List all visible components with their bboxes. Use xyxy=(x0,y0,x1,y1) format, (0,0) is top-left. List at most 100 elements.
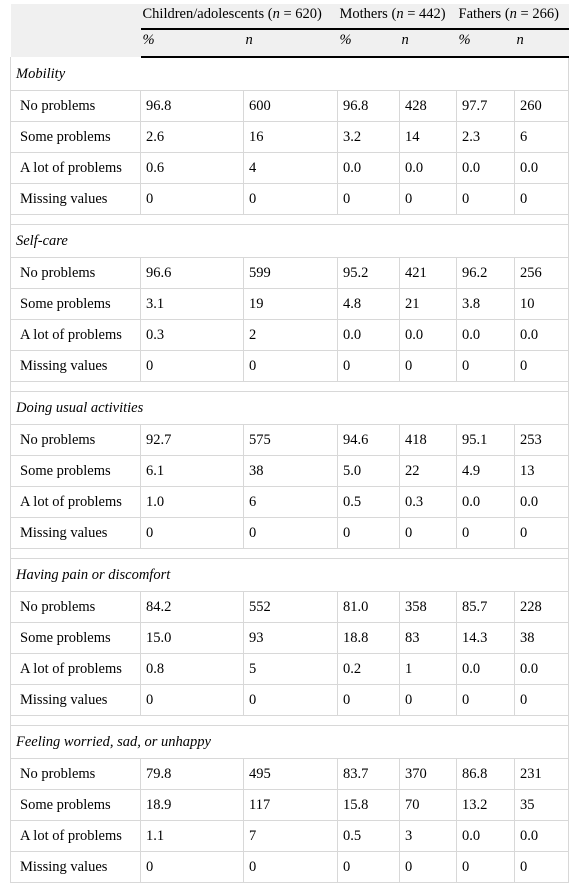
percent-cell: 2.3 xyxy=(456,121,515,153)
group-n-symbol: n xyxy=(396,6,404,22)
table-row: A lot of problems 1.1 7 0.5 3 0.0 0.0 xyxy=(10,820,570,852)
count-cell: 13 xyxy=(514,455,570,487)
spacer-cell xyxy=(9,715,570,726)
count-cell: 0.0 xyxy=(514,152,570,184)
count-cell: 0.0 xyxy=(514,820,570,852)
group-header-children: Children/adolescents (n = 620) xyxy=(140,4,338,30)
row-label: Some problems xyxy=(10,455,141,487)
group-n-suffix: = 442) xyxy=(403,6,446,22)
group-name: Children/adolescents xyxy=(142,6,265,22)
row-label: Some problems xyxy=(10,121,141,153)
count-cell: 117 xyxy=(243,789,338,821)
section-spacer xyxy=(9,715,570,726)
percent-cell: 0 xyxy=(337,684,400,716)
row-label: Missing values xyxy=(10,684,141,716)
count-cell: 575 xyxy=(243,424,338,456)
table-row: A lot of problems 0.3 2 0.0 0.0 0.0 0.0 xyxy=(10,319,570,351)
count-cell: 0.0 xyxy=(398,319,457,351)
group-header-fathers: Fathers (n = 266) xyxy=(456,4,569,30)
table-row: A lot of problems 0.6 4 0.0 0.0 0.0 0.0 xyxy=(10,152,570,184)
row-label: No problems xyxy=(10,591,141,623)
percent-cell: 0.0 xyxy=(456,820,515,852)
percent-cell: 85.7 xyxy=(456,591,515,623)
percent-cell: 79.8 xyxy=(140,758,244,790)
percent-cell: 94.6 xyxy=(337,424,400,456)
percent-cell: 83.7 xyxy=(337,758,400,790)
table-row: Missing values 0 0 0 0 0 0 xyxy=(10,517,570,549)
percent-cell: 0.2 xyxy=(337,653,400,685)
section-header-row: Feeling worried, sad, or unhappy xyxy=(9,725,570,759)
row-label: Missing values xyxy=(10,183,141,215)
table-row: No problems 96.8 600 96.8 428 97.7 260 xyxy=(10,90,570,122)
count-cell: 0 xyxy=(398,350,457,382)
count-cell: 0.3 xyxy=(398,486,457,518)
count-cell: 0 xyxy=(398,684,457,716)
percent-cell: 0 xyxy=(337,350,400,382)
table-row: Some problems 15.0 93 18.8 83 14.3 38 xyxy=(10,622,570,654)
count-cell: 358 xyxy=(398,591,457,623)
count-cell: 16 xyxy=(243,121,338,153)
section-spacer xyxy=(9,214,570,225)
count-cell: 0.0 xyxy=(514,319,570,351)
count-cell: 370 xyxy=(398,758,457,790)
section-header-row: Mobility xyxy=(9,57,570,91)
percent-cell: 95.1 xyxy=(456,424,515,456)
percent-cell: 0 xyxy=(140,684,244,716)
count-cell: 0.0 xyxy=(514,486,570,518)
count-cell: 0 xyxy=(243,684,338,716)
sub-header-percent: % xyxy=(456,29,515,58)
section-title: Mobility xyxy=(9,57,570,91)
count-cell: 6 xyxy=(243,486,338,518)
percent-cell: 2.6 xyxy=(140,121,244,153)
count-cell: 260 xyxy=(514,90,570,122)
percent-cell: 18.8 xyxy=(337,622,400,654)
table-row: Missing values 0 0 0 0 0 0 xyxy=(10,350,570,382)
percent-cell: 0.0 xyxy=(456,653,515,685)
percent-cell: 84.2 xyxy=(140,591,244,623)
table-row: Some problems 2.6 16 3.2 14 2.3 6 xyxy=(10,121,570,153)
count-cell: 38 xyxy=(243,455,338,487)
percent-cell: 0.0 xyxy=(337,319,400,351)
section-title: Self-care xyxy=(9,224,570,258)
count-cell: 5 xyxy=(243,653,338,685)
percent-cell: 92.7 xyxy=(140,424,244,456)
table-row: Missing values 0 0 0 0 0 0 xyxy=(10,183,570,215)
count-cell: 0 xyxy=(398,183,457,215)
percent-cell: 86.8 xyxy=(456,758,515,790)
section-title: Having pain or discomfort xyxy=(9,558,570,592)
count-cell: 22 xyxy=(398,455,457,487)
percent-cell: 96.6 xyxy=(140,257,244,289)
row-label: Some problems xyxy=(10,789,141,821)
results-table: Children/adolescents (n = 620) Mothers (… xyxy=(9,4,570,883)
percent-cell: 3.1 xyxy=(140,288,244,320)
percent-cell: 0 xyxy=(337,183,400,215)
row-label: No problems xyxy=(10,257,141,289)
percent-cell: 97.7 xyxy=(456,90,515,122)
count-cell: 14 xyxy=(398,121,457,153)
percent-cell: 96.2 xyxy=(456,257,515,289)
sub-header-n: n xyxy=(514,29,569,58)
sub-header-row: % n % n % n xyxy=(11,29,569,58)
count-cell: 38 xyxy=(514,622,570,654)
table-row: Some problems 18.9 117 15.8 70 13.2 35 xyxy=(10,789,570,821)
row-label: A lot of problems xyxy=(10,820,141,852)
row-label: Missing values xyxy=(10,350,141,382)
count-cell: 0 xyxy=(243,851,338,883)
count-cell: 0.0 xyxy=(514,653,570,685)
count-cell: 256 xyxy=(514,257,570,289)
percent-cell: 15.0 xyxy=(140,622,244,654)
sub-header-n: n xyxy=(399,29,457,58)
percent-cell: 0.3 xyxy=(140,319,244,351)
sub-header-percent: % xyxy=(140,29,244,58)
percent-cell: 0.8 xyxy=(140,653,244,685)
group-n-symbol: n xyxy=(272,6,280,22)
count-cell: 35 xyxy=(514,789,570,821)
table-row: A lot of problems 0.8 5 0.2 1 0.0 0.0 xyxy=(10,653,570,685)
count-cell: 231 xyxy=(514,758,570,790)
count-cell: 253 xyxy=(514,424,570,456)
section-title: Doing usual activities xyxy=(9,391,570,425)
percent-cell: 1.0 xyxy=(140,486,244,518)
section-header-row: Having pain or discomfort xyxy=(9,558,570,592)
group-n-suffix: = 266) xyxy=(516,6,559,22)
group-n-symbol: n xyxy=(509,6,517,22)
